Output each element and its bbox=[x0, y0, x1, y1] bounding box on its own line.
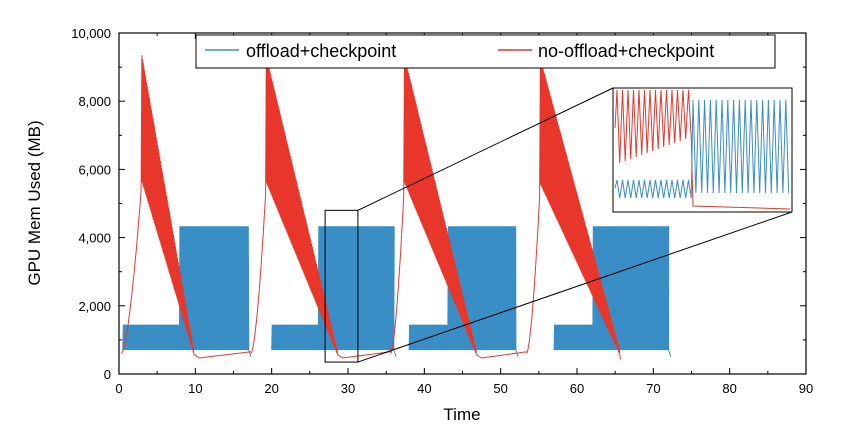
y-axis-title: GPU Mem Used (MB) bbox=[25, 120, 44, 285]
y-tick-label: 6,000 bbox=[78, 162, 111, 177]
x-tick-label: 30 bbox=[341, 381, 355, 396]
legend-box bbox=[195, 34, 776, 69]
inset-series-offload bbox=[614, 99, 790, 199]
y-tick-label: 8,000 bbox=[78, 94, 111, 109]
series-line-no-offload-checkpoint bbox=[120, 55, 621, 360]
x-tick-label: 90 bbox=[799, 381, 813, 396]
x-tick-label: 40 bbox=[417, 381, 431, 396]
x-tick-label: 0 bbox=[115, 381, 122, 396]
x-axis-title: Time bbox=[443, 405, 480, 424]
x-tick-label: 80 bbox=[722, 381, 736, 396]
x-tick-label: 50 bbox=[493, 381, 507, 396]
zoom-layer bbox=[324, 87, 793, 363]
zoom-connector-top bbox=[357, 87, 614, 211]
inset-series-no-offload bbox=[614, 89, 791, 210]
zoom-region-box bbox=[324, 209, 359, 363]
y-tick-label: 4,000 bbox=[78, 231, 111, 246]
axes-layer: 0 10 20 30 40 50 60 70 80 90 0 2,000 4,000 6,000 8,000… bbox=[71, 26, 813, 396]
y-tick-label: 0 bbox=[104, 367, 111, 382]
x-tick-label: 60 bbox=[570, 381, 584, 396]
series-line-offload-checkpoint bbox=[122, 226, 672, 358]
y-tick-label: 2,000 bbox=[78, 299, 111, 314]
legend-label-offload: offload+checkpoint bbox=[246, 41, 396, 61]
x-tick-label: 70 bbox=[646, 381, 660, 396]
series-layer bbox=[120, 55, 672, 360]
y-tick-label: 10,000 bbox=[71, 26, 111, 41]
legend-label-no-offload: no-offload+checkpoint bbox=[538, 41, 714, 61]
zoom-connector-bottom bbox=[357, 211, 793, 363]
x-tick-label: 10 bbox=[188, 381, 202, 396]
x-tick-label: 20 bbox=[264, 381, 278, 396]
legend: offload+checkpoint no-offload+checkpoint bbox=[195, 34, 776, 69]
